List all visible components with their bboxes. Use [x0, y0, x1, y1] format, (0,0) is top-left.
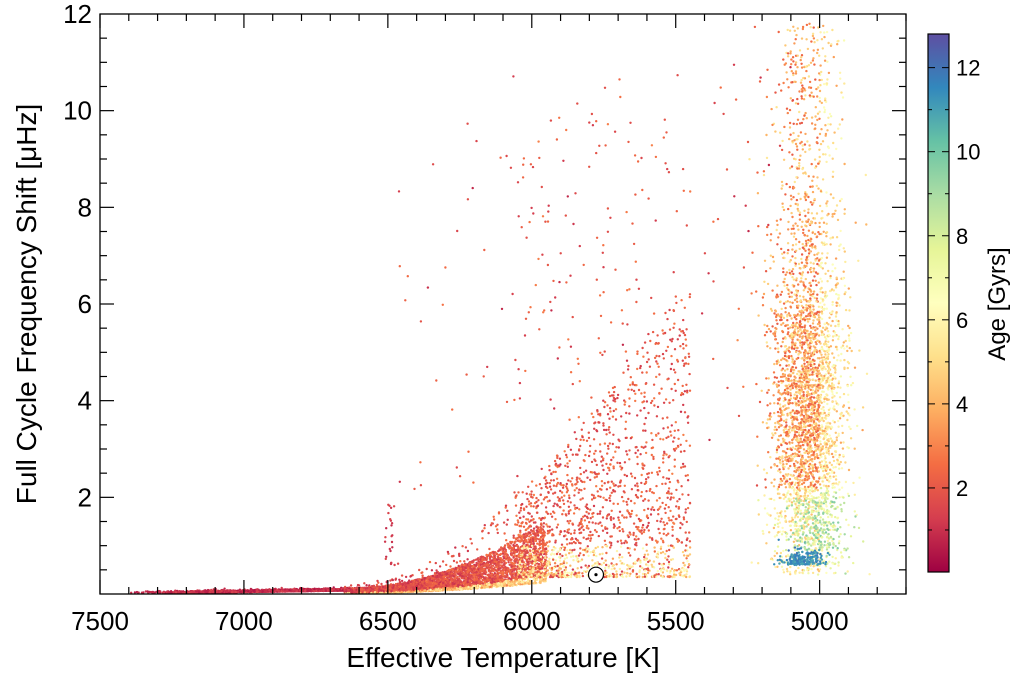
- data-point: [528, 549, 532, 552]
- data-point: [466, 549, 470, 553]
- data-point: [496, 528, 499, 531]
- data-point: [499, 546, 503, 549]
- data-point: [332, 588, 335, 591]
- data-point: [483, 524, 486, 527]
- data-point: [400, 579, 404, 583]
- data-point: [537, 499, 540, 502]
- data-point: [210, 588, 213, 592]
- data-point: [313, 588, 316, 591]
- data-point: [400, 574, 404, 577]
- data-point: [146, 590, 149, 593]
- data-point: [236, 590, 240, 594]
- data-point: [428, 560, 432, 564]
- data-point: [506, 518, 509, 521]
- data-point: [418, 568, 421, 572]
- data-point: [303, 589, 307, 592]
- data-point: [515, 514, 518, 517]
- data-point: [503, 559, 506, 563]
- data-point: [498, 571, 502, 575]
- data-point: [433, 572, 437, 575]
- data-point: [503, 532, 506, 535]
- data-point: [430, 569, 434, 572]
- data-point: [273, 590, 277, 593]
- data-point: [197, 591, 201, 594]
- data-points: [130, 22, 871, 595]
- data-point: [336, 589, 339, 592]
- data-point: [488, 547, 491, 551]
- data-point: [435, 569, 438, 572]
- data-point: [394, 578, 397, 581]
- data-point: [512, 534, 515, 537]
- data-point: [204, 590, 207, 594]
- data-point: [220, 589, 223, 593]
- data-point: [280, 590, 283, 593]
- data-point: [248, 589, 252, 592]
- data-point: [398, 578, 401, 581]
- data-point: [483, 527, 486, 530]
- data-point: [211, 590, 215, 593]
- data-point: [288, 588, 291, 592]
- data-point: [253, 590, 256, 593]
- data-point: [408, 579, 411, 582]
- data-point: [470, 542, 473, 545]
- data-point: [525, 492, 528, 495]
- data-point: [215, 591, 219, 594]
- data-point: [324, 589, 327, 592]
- data-point: [174, 591, 178, 594]
- data-point: [514, 504, 518, 507]
- data-point: [464, 576, 468, 580]
- data-point: [265, 590, 268, 593]
- data-point: [230, 591, 234, 594]
- data-point: [133, 591, 137, 594]
- data-point: [277, 589, 280, 593]
- data-point: [542, 525, 545, 528]
- data-point: [513, 581, 516, 584]
- data-point: [507, 561, 510, 564]
- data-point: [338, 589, 342, 592]
- data-point: [195, 590, 198, 593]
- data-point: [450, 568, 453, 571]
- data-point: [538, 567, 542, 571]
- data-point: [310, 589, 313, 593]
- data-point: [452, 559, 456, 563]
- data-point: [538, 517, 541, 520]
- data-point: [421, 574, 424, 577]
- data-point: [514, 496, 517, 499]
- data-point: [526, 579, 530, 583]
- data-point: [223, 587, 226, 590]
- data-point: [434, 561, 437, 565]
- data-point: [192, 591, 196, 594]
- data-point: [317, 589, 320, 592]
- data-point: [476, 548, 479, 551]
- data-point: [492, 515, 495, 518]
- data-point: [512, 556, 515, 559]
- data-point: [389, 579, 392, 582]
- data-point: [268, 589, 271, 592]
- data-point: [515, 494, 518, 497]
- data-point: [322, 589, 325, 592]
- data-point: [261, 590, 264, 593]
- data-point: [349, 584, 353, 587]
- data-point: [256, 588, 259, 591]
- data-point: [306, 589, 310, 593]
- data-point: [144, 590, 148, 593]
- data-point: [158, 591, 161, 594]
- data-point: [540, 467, 543, 471]
- data-point: [530, 480, 534, 483]
- data-point: [225, 590, 229, 593]
- data-point: [244, 589, 247, 592]
- data-point: [493, 572, 496, 575]
- data-point: [294, 589, 297, 592]
- data-point: [535, 496, 538, 500]
- data-point: [449, 565, 452, 568]
- data-point: [539, 526, 542, 529]
- data-point: [365, 584, 368, 587]
